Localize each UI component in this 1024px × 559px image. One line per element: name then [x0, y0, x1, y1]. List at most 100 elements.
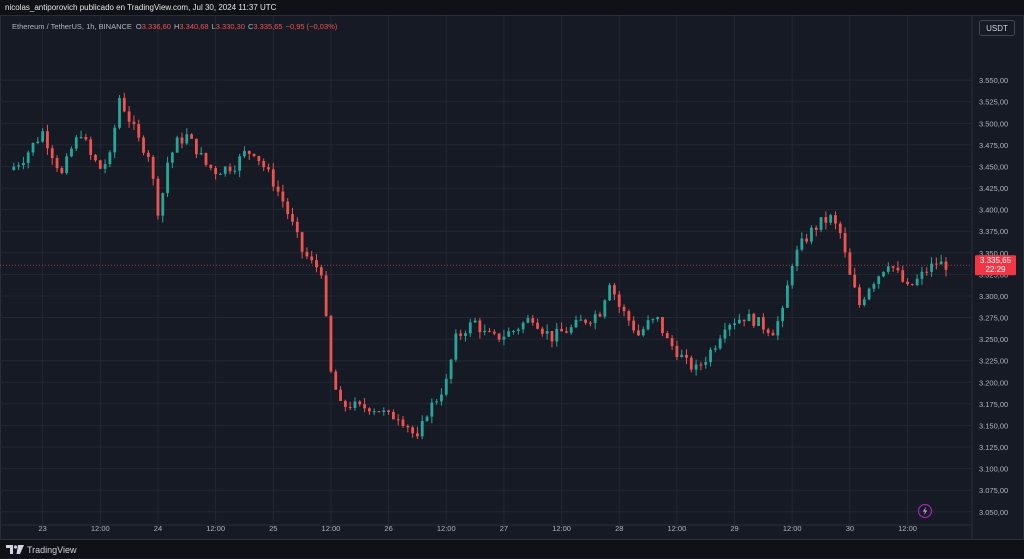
candle-body: [156, 178, 160, 216]
x-tick-label: 12:00: [552, 524, 571, 533]
candle-body: [353, 401, 357, 408]
attribution-text: nicolas_antiporovich publicado en Tradin…: [5, 3, 277, 12]
candle-body: [161, 193, 165, 216]
candle-body: [65, 156, 69, 174]
candle-body: [685, 354, 688, 358]
candle-body: [219, 173, 222, 175]
x-tick-label: 24: [154, 524, 162, 533]
candle-body: [757, 317, 760, 326]
candle-body: [396, 419, 400, 421]
candle-body: [574, 319, 578, 328]
candle-body: [853, 274, 857, 288]
y-tick-label: 3.200,00: [979, 378, 1008, 387]
candle-body: [867, 288, 871, 300]
candle-body: [531, 318, 535, 323]
candle-body: [872, 284, 876, 289]
legend-open-label: O: [136, 22, 142, 31]
candle-body: [877, 276, 881, 285]
candle-body: [478, 320, 482, 333]
candle-body: [170, 152, 174, 163]
candle-body: [425, 416, 429, 421]
candle-body: [882, 271, 885, 277]
candle-body: [209, 164, 213, 168]
candle-body: [204, 152, 208, 165]
candle-body: [661, 317, 664, 334]
x-tick-label: 12:00: [206, 524, 225, 533]
candle-body: [555, 328, 559, 342]
candle-body: [651, 319, 655, 321]
currency-selector[interactable]: USDT: [979, 20, 1015, 36]
candle-body: [392, 411, 395, 420]
candle-body: [675, 346, 679, 358]
time-axis[interactable]: 23 12:00 24 12:00 25 12:00 26 12:00 27 12:00 28 12:…: [0, 524, 972, 533]
candle-body: [492, 331, 496, 334]
candle-body: [632, 320, 636, 331]
candle-body: [305, 251, 309, 257]
y-tick-label: 3.125,00: [979, 443, 1008, 452]
candle-body: [84, 137, 88, 140]
y-tick-label: 3.450,00: [979, 162, 1008, 171]
candle-body: [906, 281, 909, 285]
candle-body: [728, 324, 732, 330]
x-tick-label: 28: [615, 524, 623, 533]
candle-body: [829, 215, 833, 223]
candle-body: [271, 169, 275, 187]
candle-body: [488, 330, 491, 332]
candle-body: [166, 162, 169, 194]
x-tick-label: 12:00: [322, 524, 341, 533]
candle-body: [540, 328, 544, 334]
y-tick-label: 3.050,00: [979, 508, 1008, 517]
candle-body: [713, 348, 717, 350]
candle-body: [103, 164, 107, 169]
y-tick-label: 3.250,00: [979, 335, 1008, 344]
x-tick-label: 12:00: [91, 524, 110, 533]
candle-body: [94, 154, 97, 161]
candle-body: [608, 285, 612, 301]
candle-body: [886, 266, 890, 272]
y-tick-label: 3.275,00: [979, 314, 1008, 323]
candle-body: [118, 98, 121, 128]
svg-text:Ethereum / TetherUS, 1h, BINAN: Ethereum / TetherUS, 1h, BINANCE O3.336,6…: [12, 22, 338, 31]
candle-body: [694, 364, 698, 370]
candle-body: [939, 261, 943, 265]
candle-body: [55, 158, 59, 169]
candle-body: [343, 400, 347, 407]
candle-body: [569, 327, 573, 333]
candle-body: [348, 406, 352, 408]
legend-open-value: 3.336,60: [142, 22, 171, 31]
candle-body: [387, 410, 390, 412]
candle-body: [247, 150, 251, 154]
candle-body: [680, 354, 684, 358]
candle-body: [934, 263, 938, 265]
candle-body: [704, 362, 708, 365]
candle-body: [243, 150, 246, 157]
candle-body: [790, 265, 794, 286]
candle-body: [199, 152, 203, 155]
candle-body: [483, 330, 487, 333]
x-tick-label: 12:00: [898, 524, 917, 533]
x-tick-label: 12:00: [437, 524, 456, 533]
candle-body: [622, 306, 626, 312]
candle-body: [420, 420, 424, 437]
candle-body: [151, 156, 155, 179]
candle-body: [771, 332, 775, 336]
candle-body: [367, 408, 371, 412]
price-axis[interactable]: 3.550,00 3.525,00 3.500,00 3.475,00 3.450,00…: [971, 15, 1008, 540]
x-tick-label: 29: [730, 524, 738, 533]
candles: [12, 92, 948, 440]
y-tick-label: 3.175,00: [979, 400, 1008, 409]
candle-body: [709, 349, 712, 363]
y-tick-label: 3.150,00: [979, 421, 1008, 430]
candlestick-chart[interactable]: 3.550,00 3.525,00 3.500,00 3.475,00 3.450,00…: [0, 15, 1024, 540]
candle-body: [50, 148, 54, 159]
candle-body: [108, 152, 112, 165]
candle-body: [358, 401, 362, 405]
lightning-icon[interactable]: [917, 503, 933, 519]
candle-body: [175, 137, 179, 153]
y-tick-label: 3.300,00: [979, 292, 1008, 301]
candle-body: [944, 261, 948, 270]
candle-body: [319, 267, 323, 276]
candle-body: [805, 238, 809, 242]
candle-body: [646, 320, 650, 330]
candle-body: [132, 121, 136, 125]
